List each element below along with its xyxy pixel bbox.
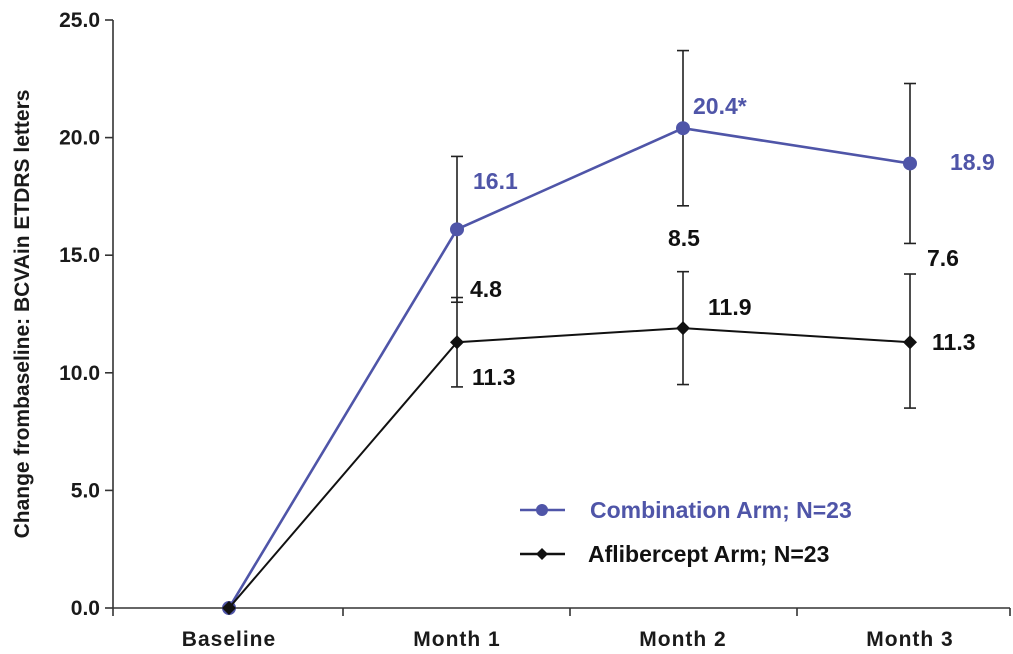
x-tick-label: Month 2 [639,628,726,651]
x-tick-label: Month 3 [866,628,953,651]
data-point [450,335,464,350]
data-point [903,156,917,171]
y-tick-label: 10.0 [59,362,100,385]
data-point [450,222,464,237]
legend: Combination Arm; N=23 Aflibercept Arm; N=… [520,497,852,567]
x-tick-label: Month 1 [413,628,500,651]
legend-label: Aflibercept Arm; N=23 [588,541,829,567]
legend-item: Combination Arm; N=23 [520,497,852,523]
data-point [676,121,690,136]
legend-marker [536,504,548,516]
y-tick-label: 15.0 [59,244,100,267]
data-point [903,335,917,350]
annotation-label: 4.8 [470,276,502,302]
data-point [222,601,236,615]
y-tick-label: 5.0 [71,479,100,502]
series-combination-arm [222,49,917,615]
y-tick-label: 25.0 [59,9,100,32]
legend-label: Combination Arm; N=23 [590,497,852,523]
legend-marker [536,548,548,560]
y-axis-ticks: 0.0 5.0 10.0 15.0 20.0 25.0 [59,9,113,620]
data-label: 16.1 [473,168,518,194]
x-tick-label: Baseline [182,628,276,651]
y-tick-label: 0.0 [71,597,100,620]
data-label: 11.3 [932,329,976,355]
data-label: 11.9 [708,294,752,320]
series-aflibercept-arm [222,270,917,615]
y-tick-label: 20.0 [59,127,100,150]
series-line [227,126,911,609]
axes [112,20,1010,609]
data-label: 18.9 [950,149,995,175]
y-axis-label: Change frombaseline: BCVAin ETDRS letter… [11,90,34,539]
series-line [228,327,911,609]
annotation-label: 7.6 [927,245,959,271]
series-group [222,49,917,615]
annotation-label: 8.5 [668,225,700,251]
data-point [676,321,690,336]
data-label: 11.3 [472,364,516,390]
legend-item: Aflibercept Arm; N=23 [520,541,829,567]
data-labels: 16.1 20.4* 18.9 11.3 11.9 11.3 4.8 8.5 7.6 [470,93,995,390]
data-label: 20.4* [693,93,747,119]
x-axis-ticks: Baseline Month 1 Month 2 Month 3 [112,608,1011,651]
